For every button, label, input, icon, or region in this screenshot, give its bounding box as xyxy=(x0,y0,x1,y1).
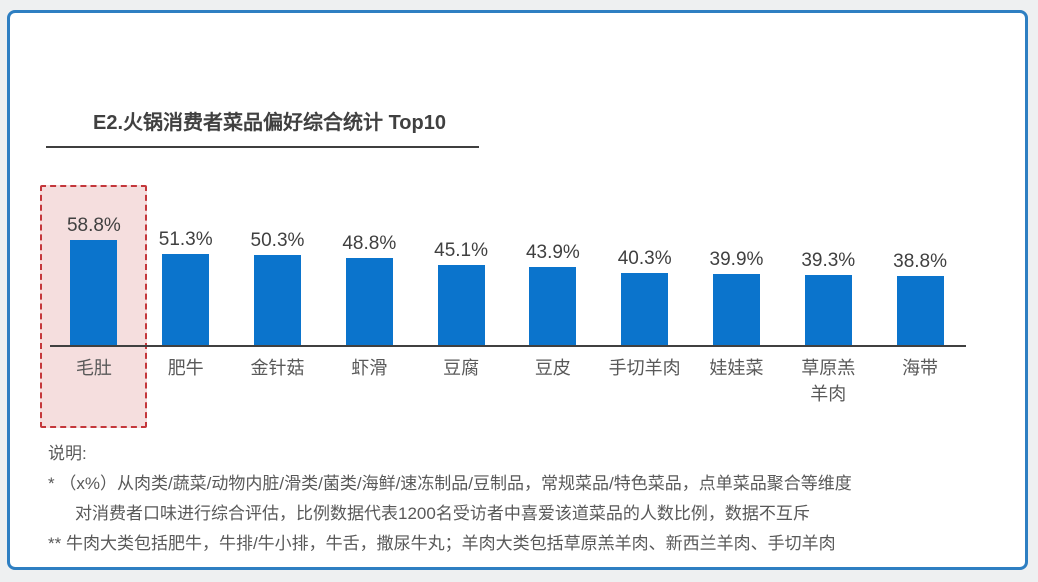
chart-column: 51.3% xyxy=(140,163,232,346)
category-label: 草原羔 羊肉 xyxy=(801,358,856,404)
chart-column: 40.3% xyxy=(599,163,691,346)
chart-column: 43.9% xyxy=(507,163,599,346)
category-label: 娃娃菜 xyxy=(709,358,764,378)
bar-value-label: 45.1% xyxy=(434,240,489,261)
x-axis-line xyxy=(50,345,966,347)
note-line: * （x%）从肉类/蔬菜/动物内脏/滑类/菌类/海鲜/速冻制品/豆制品，常规菜品… xyxy=(48,474,852,493)
bar-value-label: 50.3% xyxy=(250,230,305,251)
chart-column: 50.3% xyxy=(232,163,324,346)
category-label: 海带 xyxy=(902,358,939,378)
category-label: 手切羊肉 xyxy=(608,358,681,378)
chart-title: E2.火锅消费者菜品偏好综合统计 Top10 xyxy=(93,112,446,134)
chart-bar xyxy=(712,274,760,346)
chart-bar xyxy=(70,240,118,346)
chart-bar xyxy=(529,267,577,346)
chart-column: 48.8% xyxy=(323,163,415,346)
bar-value-label: 40.3% xyxy=(617,248,672,269)
bar-value-label: 39.3% xyxy=(801,250,856,271)
bar-value-label: 51.3% xyxy=(158,229,213,250)
note-line: 对消费者口味进行综合评估，比例数据代表1200名受访者中喜爱该道菜品的人数比例，… xyxy=(75,504,810,523)
chart-bar xyxy=(253,255,301,346)
chart-bar xyxy=(804,275,852,346)
bar-value-label: 38.8% xyxy=(893,251,947,272)
bar-value-label: 48.8% xyxy=(342,233,397,254)
chart-column: 58.8% xyxy=(48,163,140,346)
bar-value-label: 58.8% xyxy=(66,215,121,236)
chart-column: 38.8% xyxy=(874,163,966,346)
category-label: 豆腐 xyxy=(443,358,480,378)
title-underline xyxy=(46,146,479,148)
category-label: 金针菇 xyxy=(250,358,305,378)
chart-bar xyxy=(437,265,485,346)
category-label: 毛肚 xyxy=(75,358,112,378)
bar-value-label: 39.9% xyxy=(709,249,764,270)
chart-categories: 毛肚 肥牛 金针菇 虾滑 豆腐 豆皮 手切羊肉 娃娃菜 草原羔 羊肉 海带 xyxy=(48,355,966,407)
bar-value-label: 43.9% xyxy=(525,242,580,263)
chart-column: 39.9% xyxy=(691,163,783,346)
chart-bar xyxy=(162,254,210,346)
chart-column: 45.1% xyxy=(415,163,507,346)
notes-block: 说明: * （x%）从肉类/蔬菜/动物内脏/滑类/菌类/海鲜/速冻制品/豆制品，… xyxy=(48,439,998,559)
note-line: ** 牛肉大类包括肥牛，牛排/牛小排，牛舌，撒尿牛丸；羊肉大类包括草原羔羊肉、新… xyxy=(48,534,836,553)
chart-columns: 58.8% 51.3% 50.3% 48.8% 45.1% 43.9% 40.3% 39.9%… xyxy=(48,163,966,346)
category-label: 肥牛 xyxy=(167,358,204,378)
chart-column: 39.3% xyxy=(782,163,874,346)
report-card: E2.火锅消费者菜品偏好综合统计 Top10 58.8% 51.3% 50.3% 48… xyxy=(7,10,1028,570)
notes-heading: 说明: xyxy=(48,444,87,463)
chart-bar xyxy=(345,258,393,346)
chart-bar xyxy=(621,273,669,346)
category-label: 豆皮 xyxy=(534,358,571,378)
chart-bar xyxy=(896,276,944,346)
category-label: 虾滑 xyxy=(351,358,388,378)
